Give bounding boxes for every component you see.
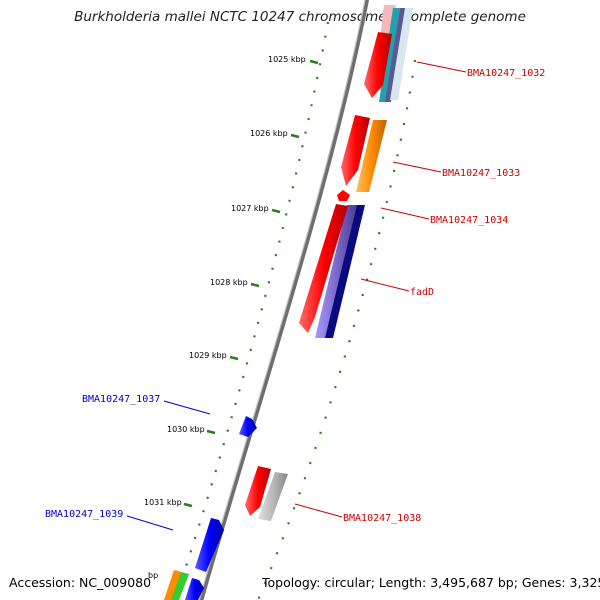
gene-arrow-BMA10247_1032[interactable] [364, 32, 392, 98]
cog-green-1040 [171, 572, 189, 600]
tick-1030 [206, 429, 216, 435]
gene-label-BMA10247_1037[interactable]: BMA10247_1037 [82, 394, 160, 405]
tick-label-1031: 1031 kbp [144, 498, 182, 507]
gene-arrow-BMA10247_1033[interactable] [341, 115, 370, 186]
cog-navy-1032 [385, 8, 406, 102]
tick-1031 [183, 502, 193, 508]
genome-backbone-highlight [198, 0, 366, 600]
tick-1027 [271, 208, 281, 214]
cog-light-1032 [390, 8, 413, 100]
forward-genes [245, 32, 392, 516]
tick-1026 [290, 133, 300, 139]
gene-arrow-BMA10247_1039[interactable] [195, 518, 224, 572]
cog-orange-1033 [356, 120, 387, 192]
gene-label-BMA10247_1032[interactable]: BMA10247_1032 [467, 68, 545, 79]
accession-text: Accession: NC_009080 [9, 575, 152, 590]
cog-navy-fadD [325, 205, 365, 338]
tick-1025 [309, 59, 319, 65]
cog-gray-1038 [258, 472, 288, 521]
tick-1028 [250, 282, 260, 288]
reverse-genes [185, 416, 257, 600]
genome-backbone [199, 0, 370, 600]
tick-label-1029: 1029 kbp [189, 351, 227, 360]
gene-label-fadD[interactable]: fadD [410, 287, 434, 298]
callout-BMA10247_1037 [163, 400, 211, 415]
callout-BMA10247_1032 [416, 61, 467, 73]
gene-labels: BMA10247_1032 BMA10247_1033 BMA10247_103… [45, 68, 545, 524]
topology-text: Topology: circular; Length: 3,495,687 bp… [262, 575, 600, 590]
gene-arrow-BMA10247_1037[interactable] [239, 416, 257, 437]
callout-BMA10247_1033 [392, 161, 442, 173]
cog-teal-1032 [379, 8, 400, 102]
gc-track-inner [256, 59, 417, 600]
gene-arrow-BMA10247_1034[interactable] [337, 190, 350, 201]
gene-label-BMA10247_1038[interactable]: BMA10247_1038 [343, 513, 421, 524]
tick-label-1026: 1026 kbp [250, 129, 288, 138]
map-title: Burkholderia mallei NCTC 10247 chromosom… [74, 9, 526, 25]
gene-arrow-BMA10247_1041[interactable] [185, 578, 204, 600]
gene-label-BMA10247_1039[interactable]: BMA10247_1039 [45, 509, 123, 520]
gene-arrow-fadD[interactable] [299, 204, 348, 333]
tick-1029 [229, 355, 239, 361]
gene-label-BMA10247_1034[interactable]: BMA10247_1034 [430, 215, 508, 226]
tick-label-1028: 1028 kbp [210, 278, 248, 287]
gene-arrow-BMA10247_1038[interactable] [245, 466, 271, 516]
cog-purple-fadD [315, 205, 358, 338]
cog-orange-1040 [164, 570, 182, 600]
callout-BMA10247_1034 [380, 207, 430, 220]
tick-label-1027: 1027 kbp [231, 204, 269, 213]
tick-label-1025: 1025 kbp [268, 55, 306, 64]
callout-lines [126, 61, 467, 531]
tick-label-1030: 1030 kbp [167, 425, 205, 434]
callout-fadD [360, 278, 410, 292]
callout-BMA10247_1038 [294, 503, 343, 518]
scale-ticks: 1025 kbp 1026 kbp 1027 kbp 1028 kbp 1029… [144, 55, 319, 580]
callout-BMA10247_1039 [126, 515, 174, 531]
tick-label-1032-partial: bp [148, 571, 158, 580]
gene-label-BMA10247_1033[interactable]: BMA10247_1033 [442, 168, 520, 179]
